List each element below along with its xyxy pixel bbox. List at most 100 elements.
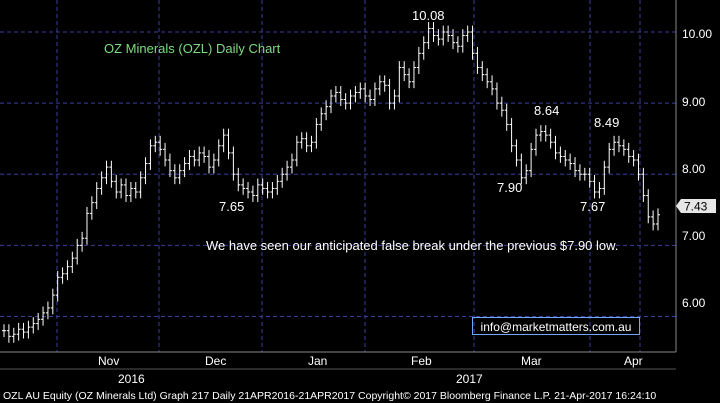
ohlc-bar: [143, 157, 148, 185]
annotation-peak: 10.08: [412, 8, 445, 23]
ohlc-bar: [314, 118, 319, 149]
footer-text: OZL AU Equity (OZ Minerals Ltd) Graph 21…: [3, 390, 656, 402]
ohlc-bar: [568, 153, 573, 170]
ohlc-bar: [543, 125, 548, 142]
ohlc-bar: [124, 178, 129, 202]
ohlc-bar: [597, 182, 602, 199]
xtick-year-2016: 2016: [118, 372, 145, 386]
ohlc-bar: [197, 146, 202, 167]
ohlc-bar: [299, 132, 304, 149]
ohlc-bar: [94, 182, 99, 210]
ohlc-bar: [84, 206, 89, 245]
ohlc-bar: [392, 89, 397, 110]
ohlc-bar: [363, 82, 368, 103]
ohlc-bar: [455, 36, 460, 53]
ohlc-bar: [167, 153, 172, 178]
ohlc-bar: [514, 139, 519, 167]
ohlc-bar: [324, 100, 329, 121]
plot-area: [0, 0, 676, 352]
ohlc-bar: [641, 167, 646, 202]
ohlc-bar: [172, 164, 177, 185]
ohlc-bar: [387, 78, 392, 110]
ohlc-bar: [533, 128, 538, 156]
ohlc-bar: [104, 160, 109, 185]
ohlc-bar: [602, 160, 607, 195]
ohlc-bar: [519, 153, 524, 185]
ohlc-bar: [372, 82, 377, 106]
ohlc-bar: [16, 322, 21, 341]
ohlc-bar: [304, 132, 309, 153]
ohlc-bar: [309, 135, 314, 153]
ohlc-bar: [138, 171, 143, 199]
ohlc-bar: [2, 324, 6, 338]
ohlc-bar: [338, 86, 343, 106]
ohlc-bar: [260, 178, 265, 195]
ohlc-bar: [6, 324, 11, 343]
ohlc-bar: [548, 128, 553, 149]
ohlc-bar: [499, 96, 504, 117]
ohlc-bar: [426, 22, 431, 50]
ohlc-bar: [50, 288, 55, 315]
ohlc-bar: [89, 196, 94, 220]
ohlc-bar: [421, 36, 426, 60]
ohlc-bar: [221, 128, 226, 153]
ohlc-bar: [21, 322, 26, 339]
ohlc-bar: [485, 68, 490, 89]
ohlc-bar: [148, 139, 153, 170]
xtick-apr: Apr: [624, 354, 643, 368]
ohlc-bar: [119, 178, 124, 199]
ohlc-bar: [592, 174, 597, 199]
footer-bar: [0, 388, 720, 403]
ohlc-bar: [211, 153, 216, 174]
chart-title: OZ Minerals (OZL) Daily Chart: [104, 41, 281, 56]
ohlc-bar: [128, 182, 133, 202]
ohlc-bar: [226, 128, 231, 160]
ohlc-bar: [353, 86, 358, 103]
ohlc-bar: [529, 142, 534, 178]
ohlc-bar: [494, 82, 499, 110]
ohlc-bar: [411, 61, 416, 89]
ohlc-bar: [216, 139, 221, 167]
ohlc-bar: [206, 150, 211, 174]
ohlc-bar: [436, 29, 441, 46]
ohlc-bar: [275, 174, 280, 195]
ohlc-bar: [236, 167, 241, 192]
ohlc-bar: [607, 142, 612, 174]
ytick-7: 7.00: [682, 229, 706, 243]
ohlc-bar: [368, 89, 373, 106]
ohlc-bar: [241, 178, 246, 195]
ohlc-bar: [182, 157, 187, 178]
ohlc-bar: [153, 135, 158, 153]
ohlc-bar: [329, 89, 333, 114]
last-price-marker: 7.43: [676, 199, 716, 214]
ohlc-bar: [255, 178, 260, 202]
ohlc-bar: [470, 25, 475, 60]
ohlc-bar: [31, 317, 36, 334]
ohlc-bar: [490, 75, 495, 96]
ohlc-bar: [280, 167, 285, 188]
ohlc-bar: [246, 182, 251, 199]
gridlines: [0, 0, 676, 352]
ohlc-bar: [402, 61, 407, 82]
ohlc-bar: [475, 46, 480, 74]
ohlc-bar: [114, 174, 119, 199]
ohlc-bar: [158, 135, 163, 156]
ytick-6: 6.00: [682, 296, 706, 310]
ohlc-bar: [202, 146, 207, 163]
ohlc-bar: [250, 185, 255, 202]
ohlc-bar: [348, 89, 353, 110]
annotation-high-mar: 8.64: [534, 103, 559, 118]
annotation-comment: We have seen our anticipated false break…: [206, 238, 618, 253]
ohlc-bar: [319, 107, 324, 131]
annotation-high-apr: 8.49: [594, 115, 619, 130]
ohlc-bar: [358, 82, 363, 99]
xtick-year-2017: 2017: [456, 372, 483, 386]
xtick-dec: Dec: [205, 354, 226, 368]
ytick-9: 9.00: [682, 95, 706, 109]
ohlc-bar: [465, 25, 470, 42]
ohlc-bar: [441, 25, 446, 46]
ohlc-bar: [631, 150, 636, 167]
ohlc-bar: [382, 75, 387, 92]
xtick-nov: Nov: [98, 354, 119, 368]
